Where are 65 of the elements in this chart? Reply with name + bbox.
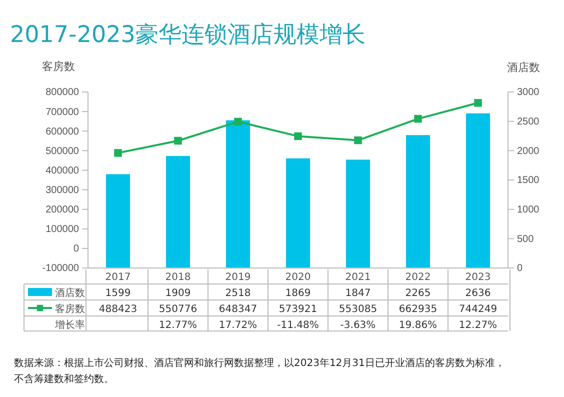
data-label: 1909 [165, 288, 191, 299]
y-tick-label: 300000 [46, 184, 80, 196]
data-label: 648347 [218, 304, 258, 315]
bar [106, 174, 130, 268]
text: 12.77% [158, 320, 198, 331]
y-axis-title: 客房数 [42, 60, 75, 73]
data-label: 1847 [345, 288, 371, 299]
chart-title: 2017-2023豪华连锁酒店规模增长 [10, 22, 366, 48]
x-tick-label: 2022 [405, 272, 431, 283]
data-label: 488423 [98, 304, 138, 315]
data-label: 553085 [338, 304, 378, 315]
y2-tick-label: 500 [517, 234, 534, 245]
data-label: 744249 [458, 304, 498, 315]
point [354, 136, 362, 144]
x-tick-label: 2017 [105, 272, 131, 283]
point [414, 114, 422, 123]
x-tick-label: 2020 [285, 272, 311, 283]
data-label: 2518 [225, 288, 251, 299]
data-label: 2265 [405, 288, 431, 299]
y-tick-label: 800000 [46, 87, 80, 98]
data-label: 2636 [465, 288, 491, 299]
source-note: 数据来源：根据上市公司财报、酒店官网和旅行网数据整理，以2023年12月31日已开业酒店的客房数为标准，不含筹建数和签约数。 [14, 357, 505, 385]
x-tick-label: 2018 [165, 272, 191, 283]
y2-tick-label: 1500 [517, 175, 540, 186]
bar [166, 156, 190, 268]
data-label: 1869 [285, 288, 311, 299]
y-tick-label: 500000 [46, 146, 80, 157]
y-tick-label: -100000 [42, 263, 80, 274]
text: -11.48% [277, 320, 319, 331]
bar [286, 158, 310, 268]
y-tick-label: 600000 [46, 126, 80, 138]
data-label: 573921 [278, 304, 318, 315]
y2-tick-label: 3000 [517, 87, 540, 98]
bar [406, 135, 430, 268]
y2-tick-label: 1000 [517, 204, 540, 216]
legend-label: 酒店数 [55, 287, 85, 299]
legend-label: 客房数 [55, 303, 85, 315]
y2-axis-title: 酒店数 [507, 61, 540, 74]
y2-tick-label: 2000 [517, 146, 540, 157]
data-label: 550776 [158, 304, 198, 315]
bar [226, 120, 250, 268]
point [234, 118, 242, 126]
x-tick-label: 2023 [465, 272, 491, 283]
text: 19.86% [398, 320, 438, 331]
text: 12.27% [458, 320, 498, 331]
text: 增长率 [54, 319, 85, 331]
y2-tick-label: 2500 [517, 116, 540, 128]
y-tick-label: 700000 [46, 106, 80, 118]
y-tick-label: 100000 [46, 224, 80, 236]
text: 17.72% [218, 320, 258, 331]
data-label: 1599 [105, 288, 131, 299]
data-label: 662935 [398, 304, 438, 315]
bar [466, 113, 490, 268]
x-tick-label: 2021 [345, 272, 371, 283]
point [174, 136, 182, 145]
bar [346, 160, 370, 268]
y2-tick-label: 0 [517, 263, 523, 274]
point [294, 132, 302, 140]
point [114, 149, 122, 157]
y-tick-label: 400000 [46, 165, 80, 176]
x-tick-label: 2019 [225, 272, 251, 283]
point [474, 99, 482, 107]
text: -3.63% [340, 320, 376, 331]
y-tick-label: 200000 [46, 204, 80, 216]
y-tick-label: 0 [73, 244, 80, 255]
